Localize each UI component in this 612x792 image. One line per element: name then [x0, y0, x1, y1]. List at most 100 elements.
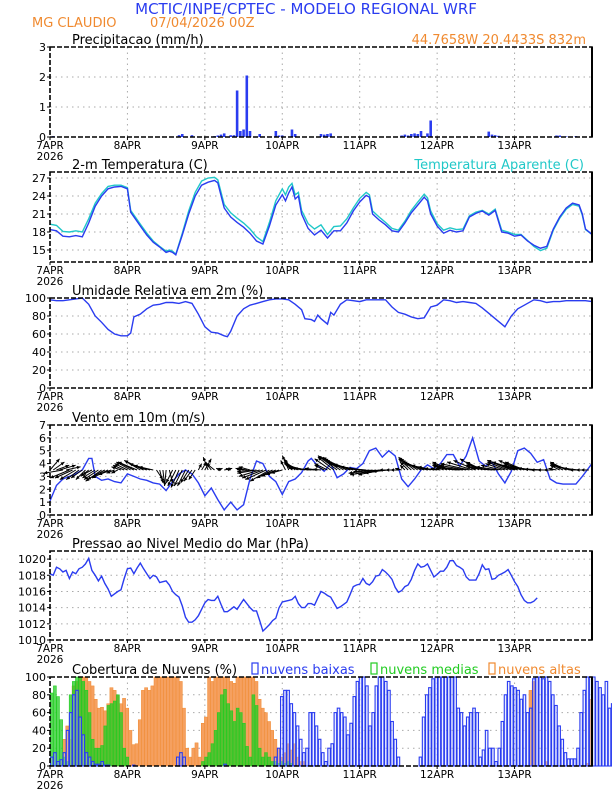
x-tick-label: 11APR	[343, 643, 377, 655]
wind-arrowhead	[160, 478, 164, 483]
wind-arrowhead	[111, 466, 116, 470]
wind-arrowhead	[485, 463, 490, 467]
wind-arrowhead	[580, 468, 585, 472]
cloud-bar-medias	[248, 756, 252, 767]
cloud-bar-altas	[150, 685, 155, 767]
y-tick-label: 1014	[18, 602, 46, 615]
x-tick-label: 11APR	[343, 769, 377, 781]
cloud-bar-altas	[141, 690, 145, 767]
wind-arrowhead	[129, 463, 134, 467]
panel-title: Umidade Relativa em 2m (%)	[72, 284, 263, 299]
wind-arrowhead	[390, 468, 395, 472]
precip-bar	[229, 135, 232, 137]
series-line-pnmm	[49, 556, 538, 633]
x-tick-label: 7APR	[36, 265, 64, 277]
location-label: MG CLAUDIO	[32, 16, 117, 31]
wind-arrowhead	[50, 475, 55, 479]
wind-arrowhead	[113, 465, 117, 469]
wind-arrowhead	[138, 465, 143, 470]
cloud-bar-baixas	[604, 680, 609, 767]
y-tick-label: 6	[39, 432, 46, 445]
wind-arrowhead	[188, 475, 193, 480]
wind-arrowhead	[476, 465, 480, 470]
cloud-bar-baixas	[472, 707, 476, 767]
cloud-bar-baixas	[424, 694, 429, 767]
wind-arrowhead	[385, 468, 390, 472]
cloud-bar-medias	[94, 747, 98, 767]
precip-bar	[258, 134, 261, 137]
wind-arrowhead	[225, 467, 230, 472]
wind-arrowhead	[492, 461, 497, 465]
x-tick-label: 8APR	[114, 140, 142, 152]
wind-arrowhead	[55, 458, 60, 463]
cloud-bar-medias	[261, 756, 265, 767]
wind-arrowhead	[372, 469, 377, 473]
cloud-bar-baixas	[500, 720, 505, 767]
cloud-bar-baixas	[65, 729, 70, 767]
cloud-bar-baixas	[387, 689, 391, 767]
cloud-bar-baixas	[569, 758, 574, 767]
cloud-bar-medias	[229, 710, 234, 767]
x-tick-label: 10APR	[265, 140, 299, 152]
wind-arrowhead	[334, 464, 338, 468]
y-tick-label: 4	[39, 458, 46, 471]
x-tick-year: 2026	[37, 151, 64, 163]
wind-arrowhead	[66, 476, 71, 480]
wind-arrowhead	[340, 465, 345, 470]
cloud-bar-baixas	[456, 707, 461, 767]
precip-bar	[222, 133, 226, 137]
x-tick-label: 13APR	[497, 643, 531, 655]
cloud-bar-baixas	[522, 694, 527, 767]
y-tick-label: 1018	[18, 569, 46, 582]
precip-bar	[326, 134, 329, 137]
cloud-bar-baixas	[305, 747, 309, 767]
cloud-bar-baixas	[377, 676, 382, 767]
precip-bar	[429, 120, 432, 137]
precip-bar	[216, 135, 220, 137]
precip-bar	[319, 134, 323, 137]
wind-arrowhead	[314, 458, 319, 463]
cloud-bar-baixas	[368, 725, 372, 767]
wind-arrowhead	[59, 476, 64, 480]
cloud-bar-medias	[257, 747, 262, 767]
cloud-bar-medias	[267, 756, 271, 767]
cloud-bar-baixas	[383, 680, 388, 767]
cloud-bar-altas	[160, 676, 164, 767]
y-tick-label: 21	[32, 208, 46, 221]
cloud-bar-baixas	[497, 747, 502, 767]
wind-arrowhead	[575, 468, 580, 472]
cloud-bar-baixas	[440, 676, 445, 767]
x-tick-label: 7APR	[36, 391, 64, 403]
plot-frame	[49, 171, 593, 263]
cloud-bar-baixas	[286, 689, 290, 767]
x-tick-label: 13APR	[497, 265, 531, 277]
wind-arrowhead	[134, 464, 138, 468]
wind-arrowhead	[106, 470, 111, 474]
cloud-bar-medias	[245, 746, 249, 767]
cloud-bar-baixas	[62, 752, 67, 767]
cloud-bar-altas	[166, 676, 170, 767]
wind-arrowhead	[280, 460, 284, 465]
cloud-bar-medias	[226, 703, 230, 767]
wind-vector	[440, 463, 470, 471]
wind-vector	[238, 469, 260, 477]
wind-arrowhead	[238, 473, 243, 478]
cloud-bar-altas	[131, 744, 136, 767]
wind-arrowhead	[170, 483, 175, 488]
cloud-bar-baixas	[469, 712, 473, 767]
cloud-bar-baixas	[380, 676, 385, 767]
cloud-bar-baixas	[78, 716, 82, 767]
wind-arrowhead	[82, 474, 87, 478]
wind-arrowhead	[498, 460, 503, 464]
cloud-bar-baixas	[336, 707, 341, 767]
cloud-bar-baixas	[320, 752, 325, 767]
cloud-bar-baixas	[607, 707, 612, 767]
wind-vector	[249, 469, 270, 482]
wind-vector	[487, 461, 509, 471]
cloud-bar-baixas	[393, 738, 398, 767]
cloud-bar-baixas	[478, 756, 483, 767]
wind-arrowhead	[82, 471, 87, 475]
cloud-bar-baixas	[475, 712, 480, 767]
precip-bar	[426, 133, 429, 137]
